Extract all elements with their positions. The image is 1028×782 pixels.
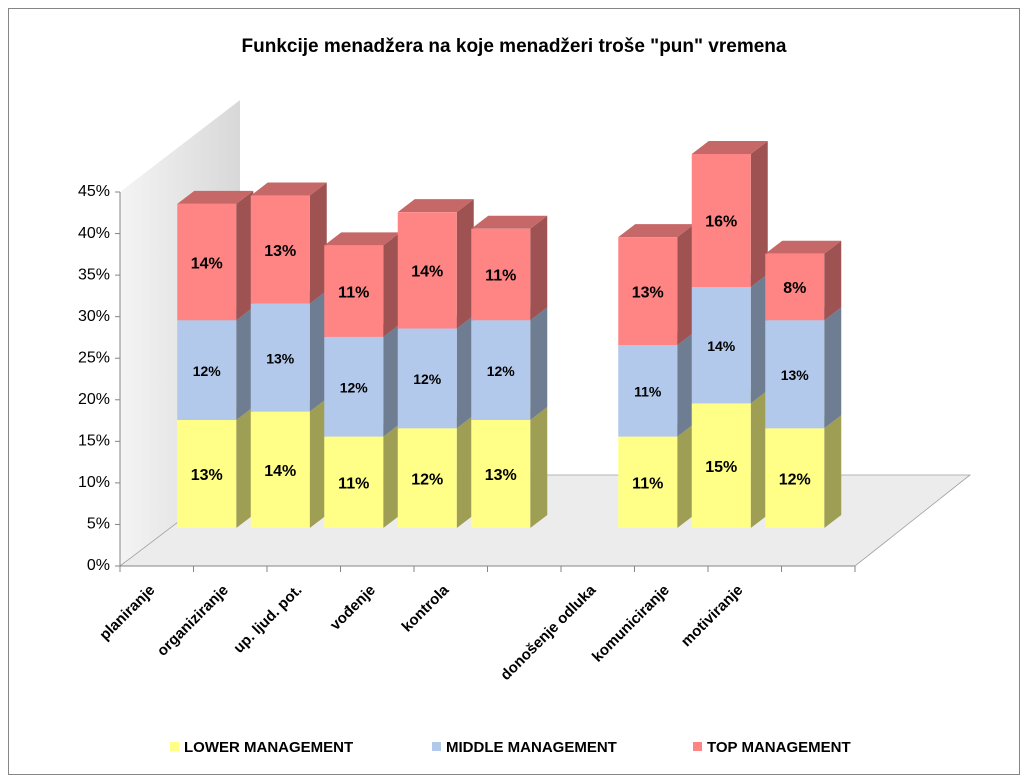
bar-side xyxy=(677,423,695,528)
chart-title: Funkcije menadžera na koje menadžeri tro… xyxy=(242,36,787,57)
bar-top xyxy=(177,190,254,204)
bar-side xyxy=(309,398,327,528)
bar-side xyxy=(383,232,401,337)
bar-side xyxy=(750,273,768,404)
legend-swatch xyxy=(170,742,179,751)
data-label: 12% xyxy=(340,379,369,395)
bar xyxy=(691,403,751,528)
bar xyxy=(250,411,310,528)
bar xyxy=(691,154,751,287)
bar xyxy=(471,419,531,528)
bar-top xyxy=(618,224,695,238)
y-tick-label: 15% xyxy=(78,433,110,450)
data-label: 11% xyxy=(485,268,516,285)
bar-top xyxy=(397,199,474,213)
bar-side xyxy=(309,290,327,412)
y-tick-label: 20% xyxy=(78,391,110,408)
data-label: 14% xyxy=(191,255,223,272)
data-label: 14% xyxy=(707,338,736,354)
bar xyxy=(765,253,825,321)
bar xyxy=(397,212,457,329)
data-label: 13% xyxy=(781,367,810,383)
bar xyxy=(618,345,678,437)
legend: LOWER MANAGEMENT MIDDLE MANAGEMENT TOP MAN… xyxy=(170,739,851,756)
bar xyxy=(618,436,678,528)
y-tick-label: 0% xyxy=(87,557,110,574)
bar-side xyxy=(750,141,768,287)
data-label: 15% xyxy=(705,459,737,476)
data-label: 12% xyxy=(413,371,442,387)
bar-top xyxy=(324,232,401,246)
data-label: 12% xyxy=(487,363,516,379)
bar xyxy=(324,336,384,437)
data-label: 11% xyxy=(338,476,369,493)
data-label: 13% xyxy=(191,467,223,484)
y-tick-label: 10% xyxy=(78,474,110,491)
y-tick-label: 5% xyxy=(87,516,110,533)
bar-side xyxy=(456,315,474,429)
bar-side xyxy=(383,323,401,437)
bar-side xyxy=(383,423,401,528)
bar-side xyxy=(677,332,695,437)
data-label: 13% xyxy=(266,350,295,366)
bar-top xyxy=(691,141,768,154)
bar-side xyxy=(236,406,254,528)
bar xyxy=(765,428,825,528)
bar xyxy=(177,320,237,420)
legend-swatch xyxy=(432,742,441,751)
bar-side xyxy=(677,224,695,346)
data-label: 12% xyxy=(193,363,222,379)
bar-side xyxy=(750,390,768,528)
bar xyxy=(324,245,384,337)
data-label: 13% xyxy=(485,467,517,484)
data-label: 11% xyxy=(338,284,369,301)
bar-side xyxy=(456,199,474,329)
bar-top xyxy=(471,215,548,229)
y-tick-label: 25% xyxy=(78,349,110,366)
bar-side xyxy=(456,415,474,528)
bar xyxy=(177,419,237,528)
bar-side xyxy=(530,307,548,420)
legend-label: LOWER MANAGEMENT xyxy=(184,739,353,756)
legend-swatch xyxy=(693,742,702,751)
bar-side xyxy=(530,215,548,321)
legend-label: MIDDLE MANAGEMENT xyxy=(446,739,617,756)
legend-label: TOP MANAGEMENT xyxy=(707,739,851,756)
bar xyxy=(250,303,310,412)
bar xyxy=(324,436,384,528)
bar-side xyxy=(824,415,842,528)
bar-side xyxy=(530,406,548,528)
bar xyxy=(397,428,457,528)
data-label: 11% xyxy=(632,476,663,493)
data-label: 13% xyxy=(264,243,296,260)
data-label: 11% xyxy=(634,384,662,400)
data-label: 8% xyxy=(783,280,806,297)
bar xyxy=(397,328,457,429)
data-label: 12% xyxy=(411,471,443,488)
data-label: 14% xyxy=(411,264,443,281)
bar-side xyxy=(236,190,254,321)
y-tick-label: 30% xyxy=(78,308,110,325)
bar-side xyxy=(824,307,842,429)
bar xyxy=(471,228,531,321)
bar-side xyxy=(309,182,327,304)
data-label: 12% xyxy=(779,471,811,488)
bar-top xyxy=(250,182,327,196)
bar xyxy=(765,320,825,429)
y-tick-label: 45% xyxy=(78,183,110,200)
y-tick-label: 40% xyxy=(78,225,110,242)
bar-side xyxy=(236,307,254,420)
bar-top xyxy=(765,240,842,254)
data-label: 16% xyxy=(705,214,737,231)
data-label: 13% xyxy=(632,284,664,301)
bar xyxy=(177,203,237,321)
bar-side xyxy=(824,240,842,321)
bar xyxy=(250,195,310,304)
bar xyxy=(471,320,531,420)
data-label: 14% xyxy=(264,463,296,480)
bar xyxy=(618,237,678,346)
y-tick-label: 35% xyxy=(78,266,110,283)
bar xyxy=(691,286,751,404)
